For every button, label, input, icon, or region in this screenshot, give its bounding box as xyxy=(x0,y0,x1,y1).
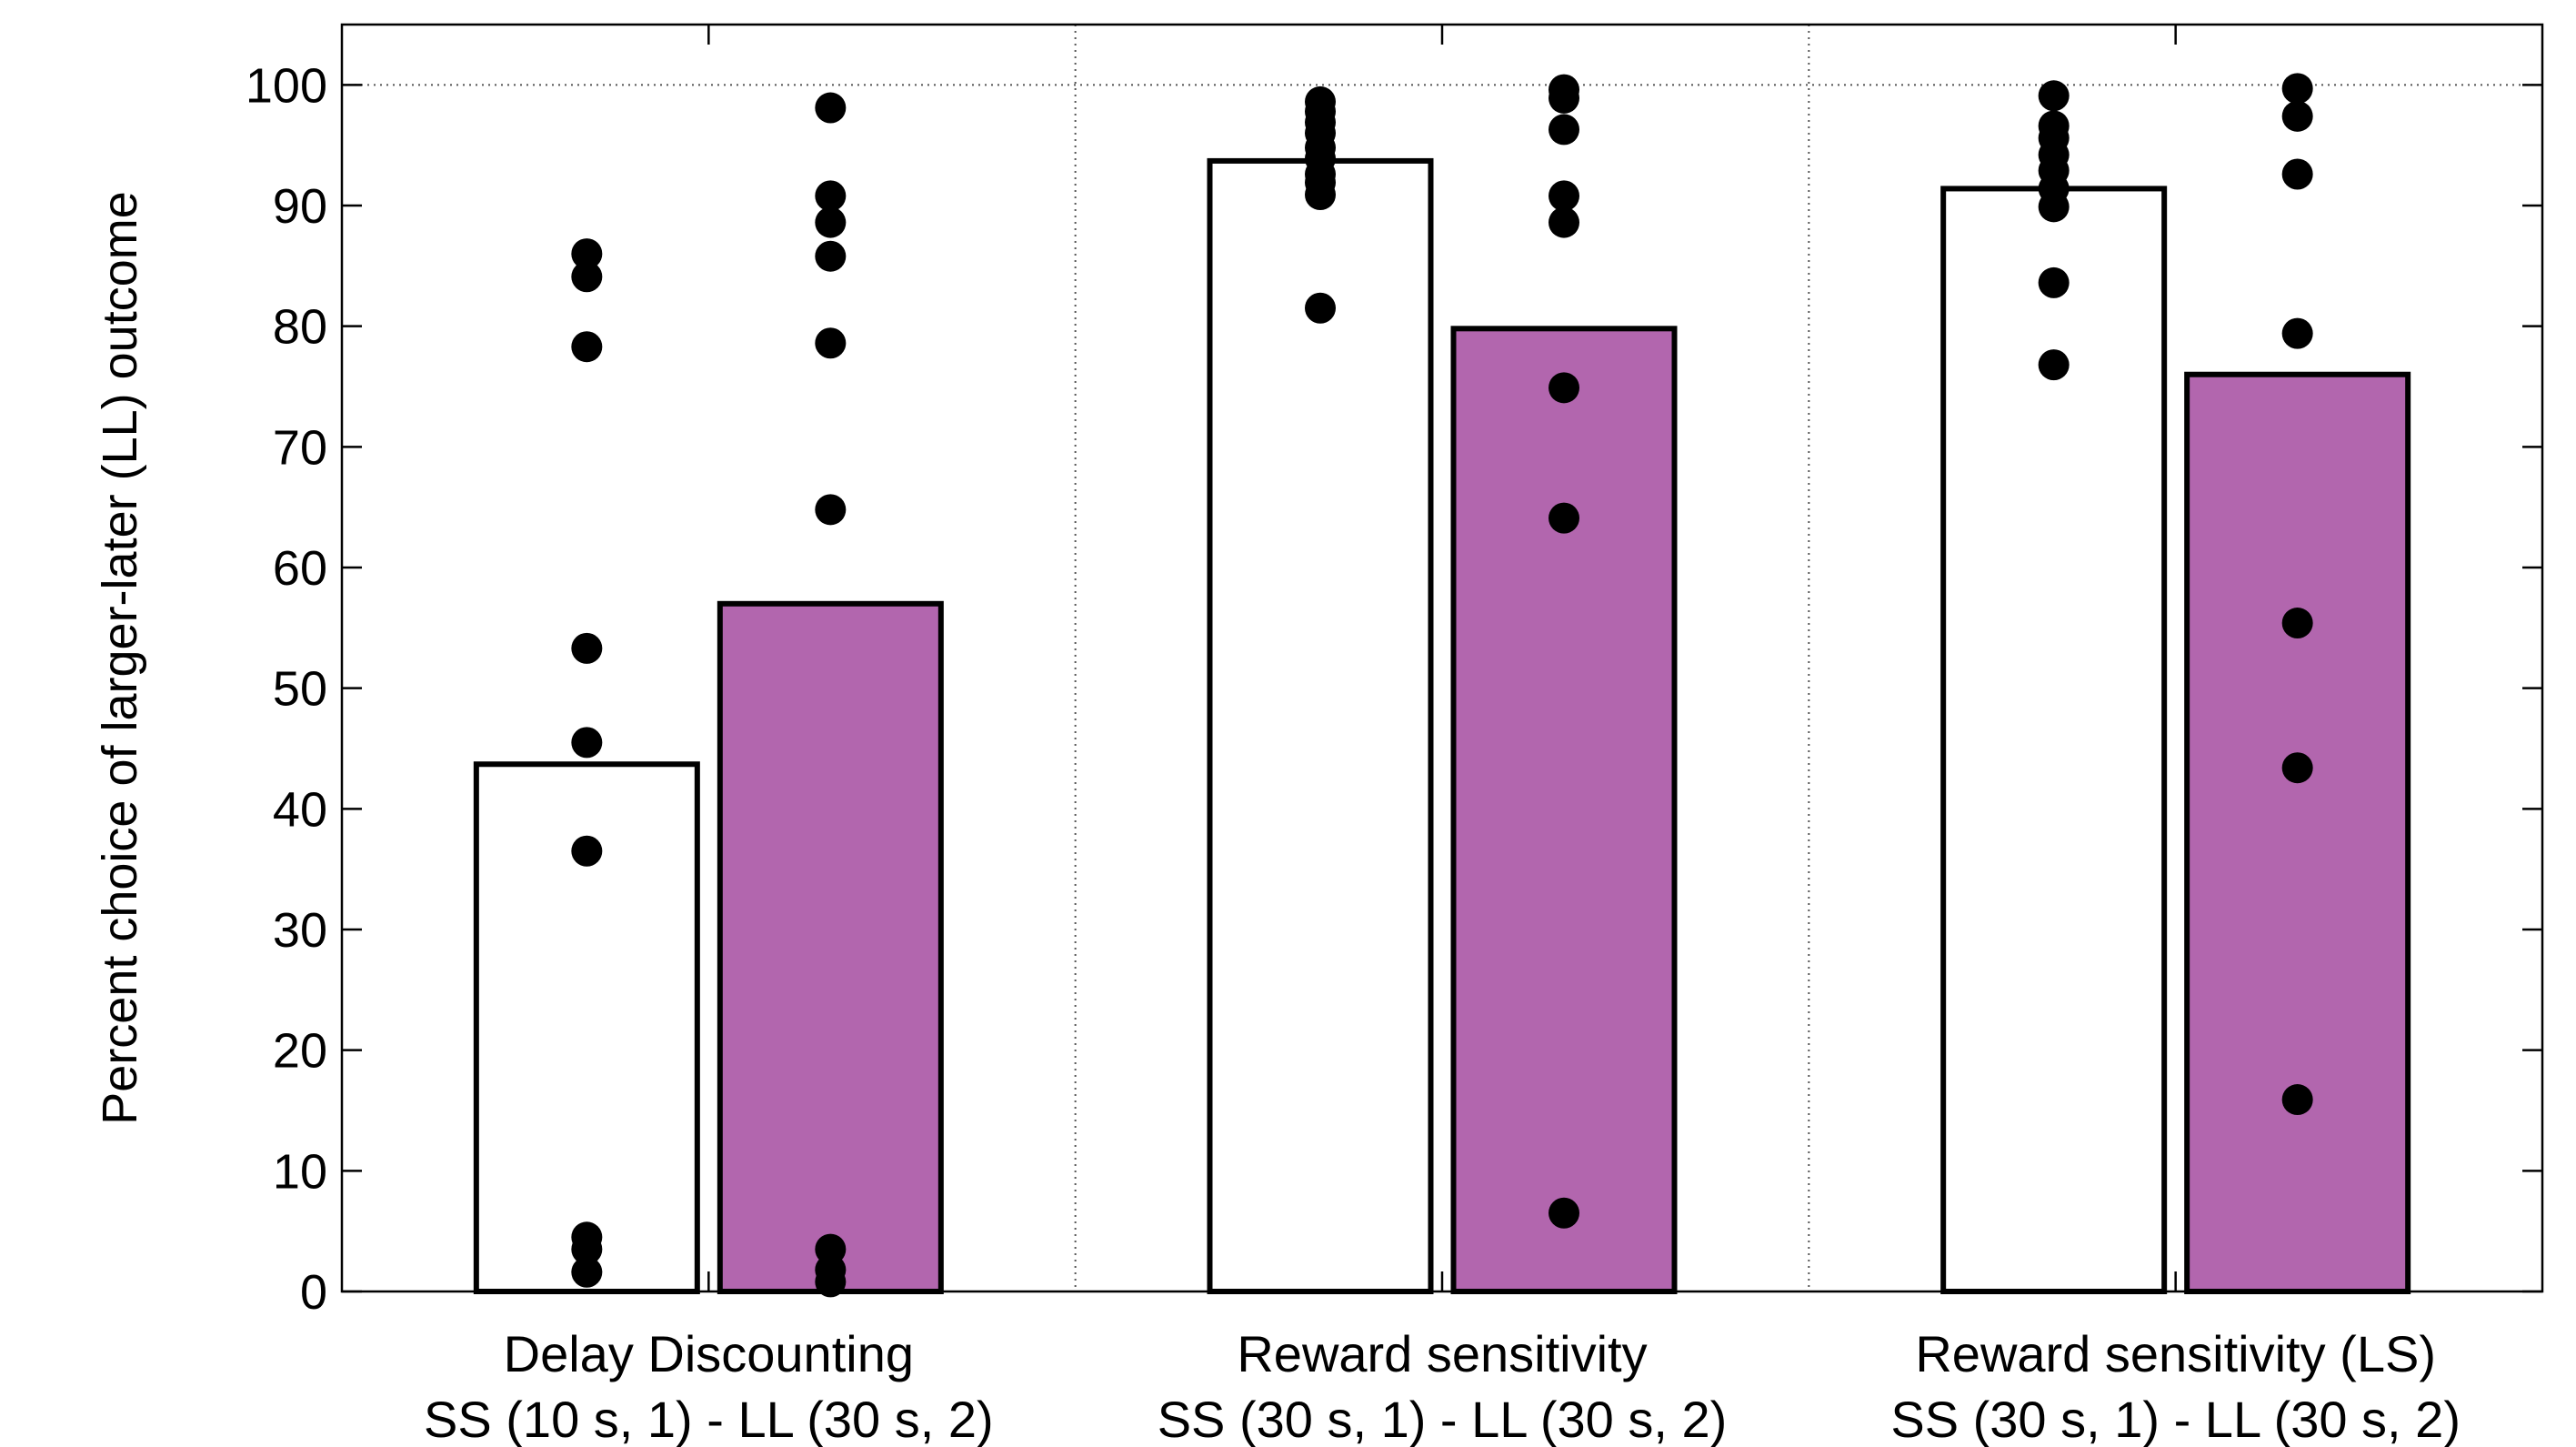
data-point xyxy=(1549,502,1579,534)
data-point xyxy=(2281,1084,2313,1116)
y-tick-label: 20 xyxy=(273,1024,327,1079)
category-label-line2: SS (10 s, 1) - LL (30 s, 2) xyxy=(424,1391,994,1447)
data-point xyxy=(2281,608,2313,639)
data-points xyxy=(571,73,2313,1298)
data-point xyxy=(1549,82,1579,114)
data-point xyxy=(2281,100,2313,132)
data-point xyxy=(2038,80,2070,112)
y-tick-label: 40 xyxy=(273,782,327,837)
bar-group2-purple xyxy=(1450,326,1678,1295)
data-point xyxy=(815,327,847,359)
y-tick-label: 30 xyxy=(273,903,327,958)
data-point xyxy=(571,331,603,363)
data-point xyxy=(571,261,603,293)
category-label-line1: Reward sensitivity xyxy=(1237,1325,1647,1382)
y-tick-label: 50 xyxy=(273,662,327,717)
y-tick-label: 0 xyxy=(300,1265,327,1320)
bar-group1-purple xyxy=(717,600,944,1294)
labels: 0 10 20 30 40 50 60 70 80 90 100 Delay Discounting S… xyxy=(93,58,2461,1447)
y-tick-label: 100 xyxy=(246,58,327,113)
bar-group2-white xyxy=(1207,157,1434,1294)
data-point xyxy=(2281,73,2313,105)
category-label-line1: Reward sensitivity (LS) xyxy=(1915,1325,2436,1382)
data-point xyxy=(815,206,847,238)
y-tick-label: 90 xyxy=(273,179,327,234)
data-point xyxy=(2281,752,2313,784)
data-point xyxy=(815,92,847,124)
y-tick-label: 80 xyxy=(273,300,327,355)
data-point xyxy=(815,240,847,272)
data-point xyxy=(815,180,847,212)
data-point xyxy=(1549,180,1579,212)
y-tick-label: 60 xyxy=(273,541,327,596)
data-point xyxy=(1549,372,1579,404)
data-point xyxy=(1305,292,1336,324)
y-axis-label: Percent choice of larger-later (LL) outc… xyxy=(93,191,147,1124)
data-point xyxy=(571,727,603,759)
category-label-line2: SS (30 s, 1) - LL (30 s, 2) xyxy=(1890,1391,2461,1447)
data-point xyxy=(1305,179,1336,211)
data-point xyxy=(815,1266,847,1298)
data-point xyxy=(2038,191,2070,223)
data-point xyxy=(2281,158,2313,190)
data-point xyxy=(815,494,847,526)
bars xyxy=(473,157,2411,1295)
data-point xyxy=(2038,266,2070,298)
data-point xyxy=(571,1233,603,1265)
data-point xyxy=(571,238,603,270)
data-point xyxy=(571,632,603,664)
category-label-line2: SS (30 s, 1) - LL (30 s, 2) xyxy=(1158,1391,1728,1447)
data-point xyxy=(1549,206,1579,238)
data-point xyxy=(2038,349,2070,381)
category-label-line1: Delay Discounting xyxy=(504,1325,914,1382)
data-point xyxy=(571,835,603,867)
data-point xyxy=(1549,1197,1579,1229)
axes xyxy=(340,23,2544,1293)
data-point xyxy=(1549,114,1579,146)
bar-group3-purple xyxy=(2184,371,2411,1294)
y-tick-label: 10 xyxy=(273,1144,327,1199)
data-point xyxy=(2281,317,2313,349)
data-point xyxy=(571,1256,603,1288)
y-tick-label: 70 xyxy=(273,420,327,475)
gridlines xyxy=(342,25,2542,1291)
